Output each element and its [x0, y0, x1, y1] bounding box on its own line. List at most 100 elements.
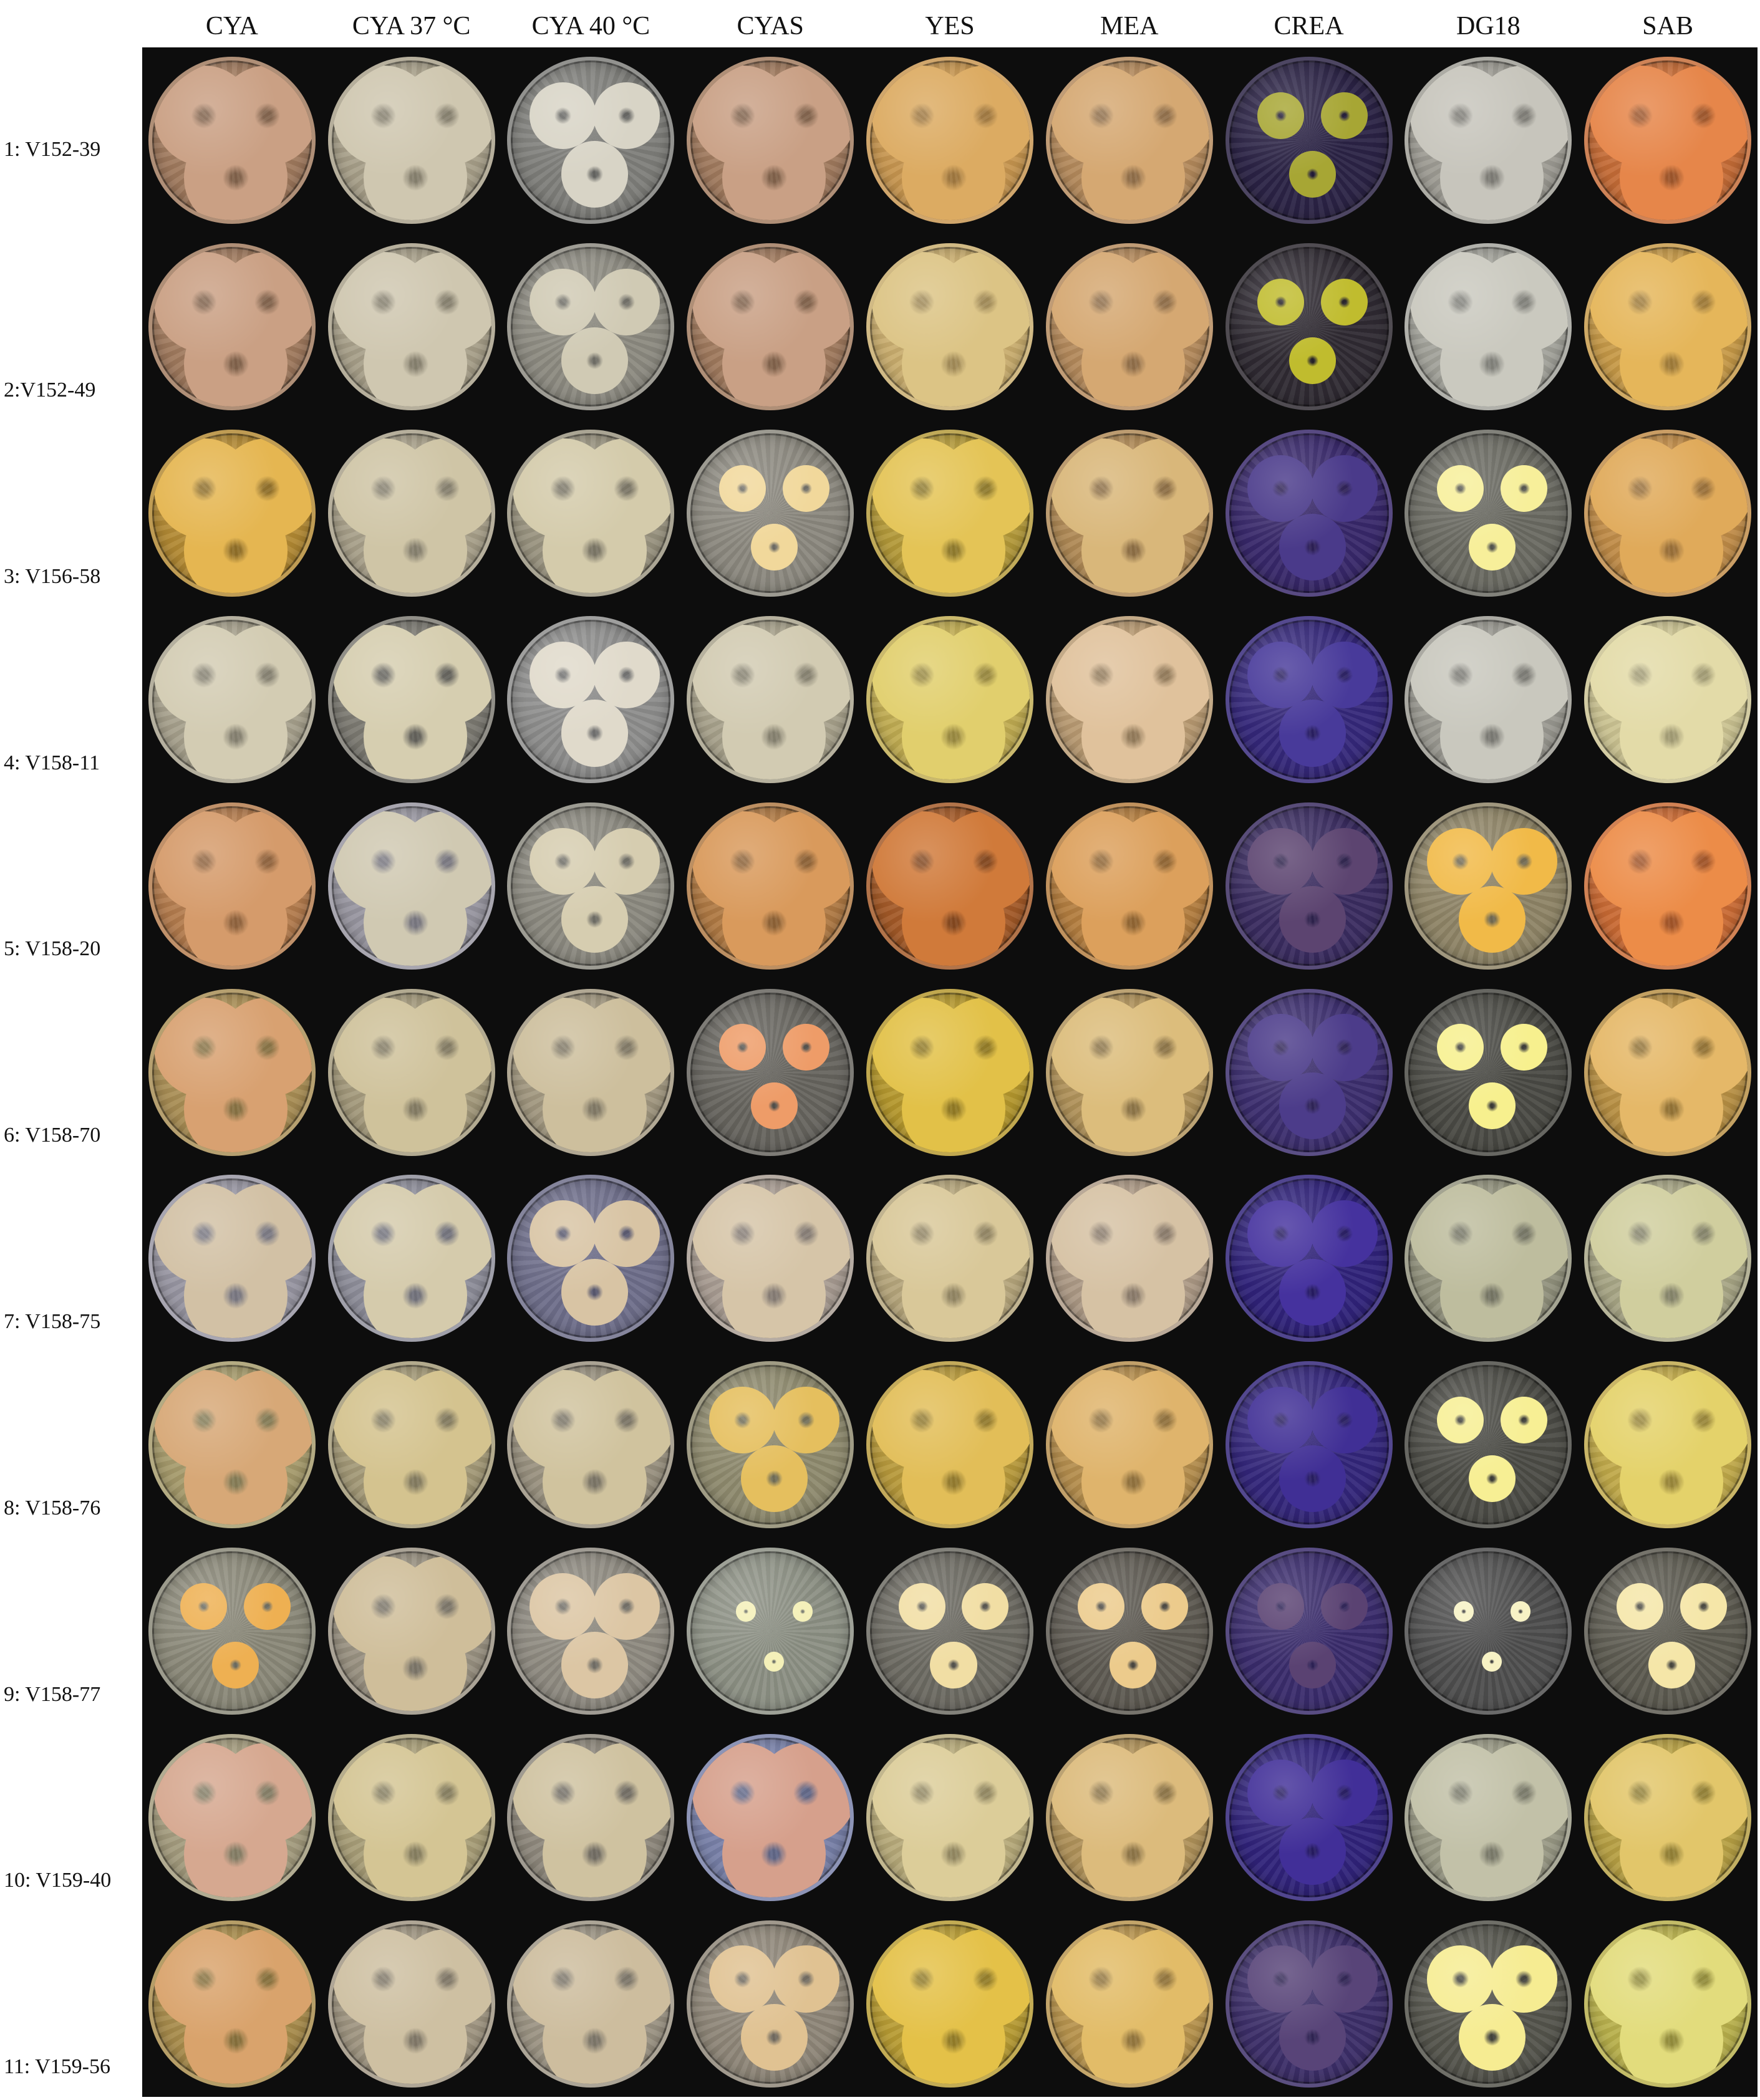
fungal-colony: [212, 1641, 259, 1688]
fungal-colony: [397, 1929, 491, 2030]
fungal-colony: [772, 1386, 839, 1454]
fungal-colony: [1081, 685, 1185, 779]
fungal-colony: [1490, 1945, 1557, 2013]
fungal-colony: [1247, 827, 1315, 895]
fungal-colony: [397, 1183, 491, 1284]
fungal-colony: [1653, 624, 1748, 725]
fungal-colony: [1279, 700, 1347, 767]
row-label: 3: V156-58: [4, 564, 101, 588]
fungal-colony: [1473, 252, 1569, 353]
fungal-colony: [183, 312, 288, 407]
column-label: CYAS: [737, 12, 804, 41]
fungal-colony: [1453, 1601, 1474, 1622]
fungal-colony: [1620, 871, 1724, 966]
fungal-colony: [901, 1989, 1006, 2084]
fungal-colony: [397, 997, 491, 1098]
fungal-colony: [1257, 1582, 1305, 1630]
fungal-colony: [153, 1929, 254, 2030]
petri-plate: [1225, 802, 1393, 970]
fungal-colony: [529, 827, 597, 895]
fungal-colony: [1115, 1370, 1209, 1470]
fungal-colony: [153, 1742, 254, 1843]
fungal-colony: [1310, 1014, 1378, 1081]
fungal-colony: [1081, 498, 1185, 594]
fungal-colony: [722, 125, 826, 221]
row-label: 1: V152-39: [4, 138, 101, 161]
fungal-colony: [1440, 1243, 1544, 1339]
fungal-colony: [1115, 1742, 1209, 1843]
fungal-colony: [397, 1370, 491, 1470]
petri-plate: [1045, 1733, 1213, 1901]
fungal-colony: [1115, 624, 1209, 725]
fungal-colony: [363, 312, 467, 407]
fungal-colony: [708, 1945, 776, 2013]
petri-plate: [1045, 1547, 1213, 1715]
fungal-colony: [1279, 886, 1347, 953]
fungal-colony: [1620, 1803, 1724, 1897]
fungal-colony: [592, 827, 660, 895]
fungal-colony: [1589, 1183, 1690, 1284]
fungal-colony: [153, 624, 254, 725]
fungal-colony: [1436, 1397, 1484, 1444]
fungal-colony: [592, 1573, 660, 1640]
fungal-colony: [1589, 252, 1690, 353]
petri-plate: [866, 430, 1033, 597]
plate-grid-panel: [142, 47, 1758, 2097]
fungal-colony: [1653, 1742, 1748, 1843]
fungal-colony: [363, 1616, 467, 1711]
fungal-colony: [153, 438, 254, 539]
fungal-colony: [1468, 523, 1516, 571]
fungal-colony: [363, 871, 467, 966]
fungal-colony: [1426, 1945, 1494, 2013]
fungal-colony: [1051, 1370, 1152, 1470]
petri-plate: [866, 615, 1033, 783]
petri-plate: [148, 1547, 316, 1715]
fungal-colony: [513, 438, 613, 539]
fungal-colony: [397, 624, 491, 725]
fungal-colony: [722, 871, 826, 966]
fungal-colony: [1589, 65, 1690, 166]
fungal-colony: [1110, 1641, 1157, 1688]
petri-plate: [687, 430, 854, 597]
fungal-colony: [153, 997, 254, 1098]
fungal-colony: [153, 65, 254, 166]
petri-plate: [507, 243, 675, 411]
petri-plate: [507, 802, 675, 970]
fungal-colony: [183, 685, 288, 779]
fungal-colony: [740, 2004, 808, 2071]
petri-plate: [866, 988, 1033, 1156]
fungal-colony: [183, 1243, 288, 1339]
fungal-colony: [363, 1243, 467, 1339]
fungal-colony: [363, 1803, 467, 1897]
fungal-colony: [722, 1243, 826, 1339]
fungal-colony: [1081, 871, 1185, 966]
petri-plate: [866, 1547, 1033, 1715]
fungal-colony: [735, 1601, 756, 1622]
fungal-colony: [692, 1742, 793, 1843]
column-label: MEA: [1100, 12, 1159, 41]
fungal-colony: [1247, 455, 1315, 523]
petri-plate: [1045, 430, 1213, 597]
fungal-colony: [513, 997, 613, 1098]
fungal-colony: [1289, 337, 1337, 384]
column-label: CYA 40 °C: [531, 12, 650, 41]
fungal-colony: [1279, 1258, 1347, 1326]
petri-plate: [1225, 243, 1393, 411]
fungal-colony: [1310, 1945, 1378, 2013]
column-label: DG18: [1456, 12, 1521, 41]
fungal-colony: [1051, 624, 1152, 725]
petri-plate: [507, 615, 675, 783]
fungal-colony: [576, 997, 671, 1098]
petri-plate: [1405, 57, 1572, 224]
petri-plate: [1584, 615, 1752, 783]
fungal-colony: [592, 641, 660, 708]
fungal-colony: [871, 997, 972, 1098]
fungal-colony: [1653, 1183, 1748, 1284]
fungal-colony: [592, 269, 660, 336]
fungal-colony: [1081, 1057, 1185, 1152]
fungal-colony: [1410, 65, 1511, 166]
petri-plate: [687, 802, 854, 970]
petri-plate: [687, 1920, 854, 2088]
fungal-colony: [183, 871, 288, 966]
petri-plate: [507, 1175, 675, 1342]
